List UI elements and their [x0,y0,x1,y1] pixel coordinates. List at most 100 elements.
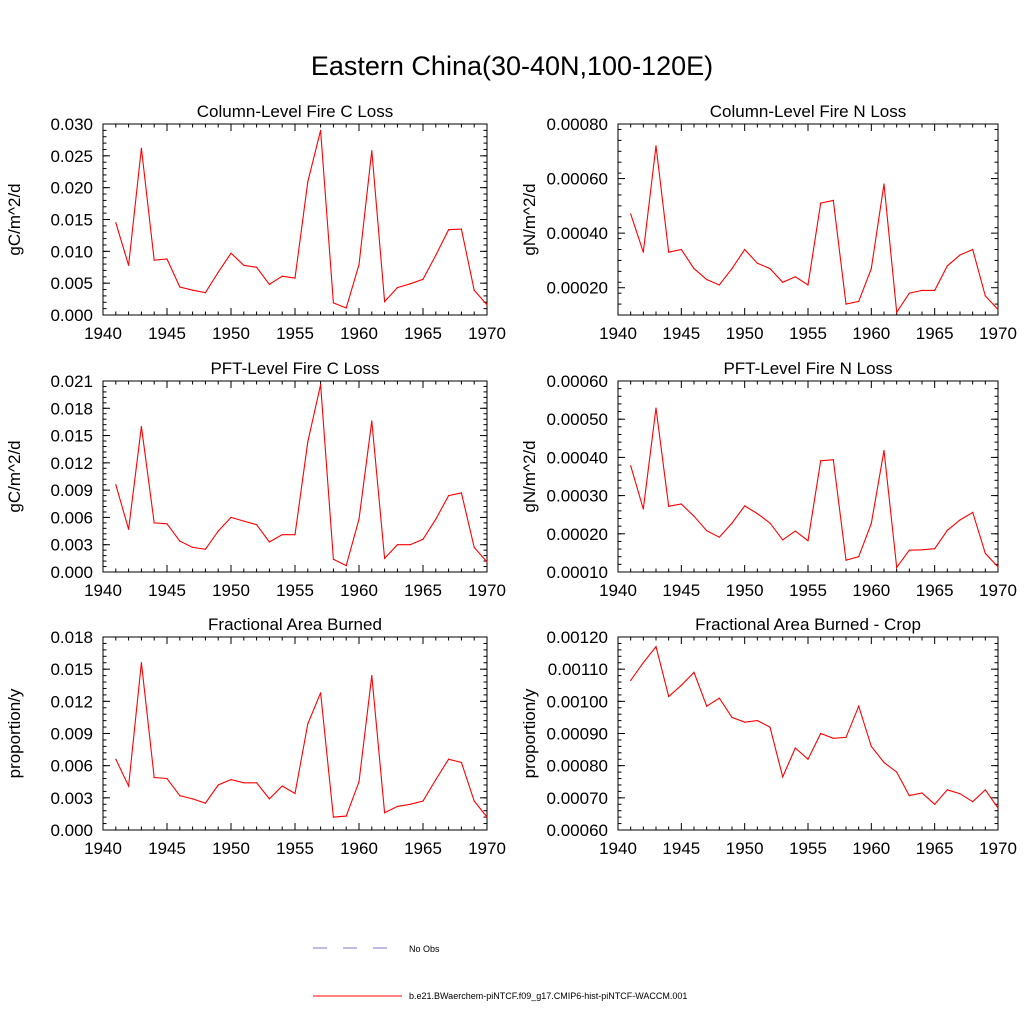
y-tick-label: 0.006 [50,508,93,527]
data-point [706,278,708,281]
data-point [769,522,771,524]
y-tick-label: 0.020 [50,179,93,198]
data-point [140,425,142,428]
data-point [858,705,860,707]
y-tick-label: 0.009 [50,725,93,744]
data-point [642,508,644,510]
data-point [268,541,270,543]
data-point [680,503,682,505]
data-point [409,544,411,546]
data-point [473,800,475,802]
data-point [655,145,657,147]
data-point [140,147,142,149]
figure-title: Eastern China(30-40N,100-120E) [311,51,713,81]
chart-panel-4: PFT-Level Fire N Loss gN/m^2/d 1940 1945 195… [520,359,1017,600]
data-point [870,522,872,525]
y-tick-label: 0.00050 [547,410,608,429]
data-point [294,534,296,536]
data-point [192,798,194,800]
data-point [384,557,386,560]
x-tick-label: 1950 [212,581,250,600]
y-tick-label: 0.00010 [547,563,608,582]
data-point [896,566,898,569]
data-point [794,530,796,532]
data-point [972,511,974,513]
series-line [115,662,488,818]
y-tick-label: 0.000 [50,821,93,840]
data-point [243,264,245,266]
data-point [718,536,720,538]
data-point [409,803,411,805]
y-tick-label: 0.025 [50,147,93,166]
data-point [718,697,720,699]
plot-frame [102,380,488,573]
data-point [756,262,758,264]
data-point [409,283,411,285]
data-point [934,803,936,805]
data-point [486,561,488,563]
x-tick-label: 1960 [340,324,378,343]
chart-panel-3: PFT-Level Fire C Loss gC/m^2/d 1940 1945 195… [5,359,506,600]
data-point [731,268,733,270]
data-point [243,520,245,522]
data-point [630,679,632,682]
data-point [832,459,834,461]
y-tick-label: 0.00110 [548,660,608,679]
data-point [435,779,437,781]
data-point [140,662,142,664]
data-point [345,307,347,309]
x-tick-label: 1950 [212,839,250,858]
data-point [166,523,168,525]
series-line [630,145,999,314]
data-point [972,248,974,251]
y-tick-label: 0.018 [50,628,93,647]
panel-title: PFT-Level Fire C Loss [210,359,379,378]
x-tick-label: 1955 [276,324,314,343]
plot-frame [617,380,999,573]
data-point [680,684,682,686]
data-point [256,524,258,526]
data-point [883,183,885,185]
data-point [384,301,386,303]
data-point [204,548,206,550]
data-point [997,308,999,311]
x-tick-label: 1970 [468,324,506,343]
panel-title: Fractional Area Burned [208,615,382,634]
data-point [153,522,155,524]
y-tick-label: 0.012 [50,454,93,473]
y-tick-label: 0.00060 [547,821,608,840]
y-tick-label: 0.00040 [547,448,608,467]
x-tick-label: 1955 [789,324,827,343]
y-axis-label: proportion/y [5,688,24,778]
data-point [358,264,360,266]
data-point [883,761,885,764]
x-tick-label: 1960 [852,324,890,343]
data-point [166,258,168,260]
series-line [630,645,999,809]
y-axis-label: gC/m^2/d [5,183,24,255]
data-point [934,289,936,291]
data-point [706,705,708,707]
data-point [946,789,948,791]
y-tick-label: 0.015 [50,427,93,446]
y-tick-label: 0.00030 [547,487,608,506]
x-tick-label: 1950 [726,839,764,858]
data-point [486,816,488,818]
data-point [153,776,155,779]
data-point [744,248,746,251]
y-tick-label: 0.00080 [547,757,608,776]
data-point [460,761,462,764]
panel-title: Fractional Area Burned - Crop [695,615,921,634]
plot-frame [617,123,999,316]
x-tick-label: 1950 [212,324,250,343]
data-point [307,181,309,183]
data-point [959,519,961,521]
data-point [997,566,999,568]
data-point [128,528,130,530]
plot-frame [102,636,488,831]
data-point [820,460,822,462]
y-axis-label: gC/m^2/d [5,440,24,512]
data-point [997,807,999,809]
x-tick-label: 1965 [916,839,954,858]
y-tick-label: 0.005 [50,274,93,293]
